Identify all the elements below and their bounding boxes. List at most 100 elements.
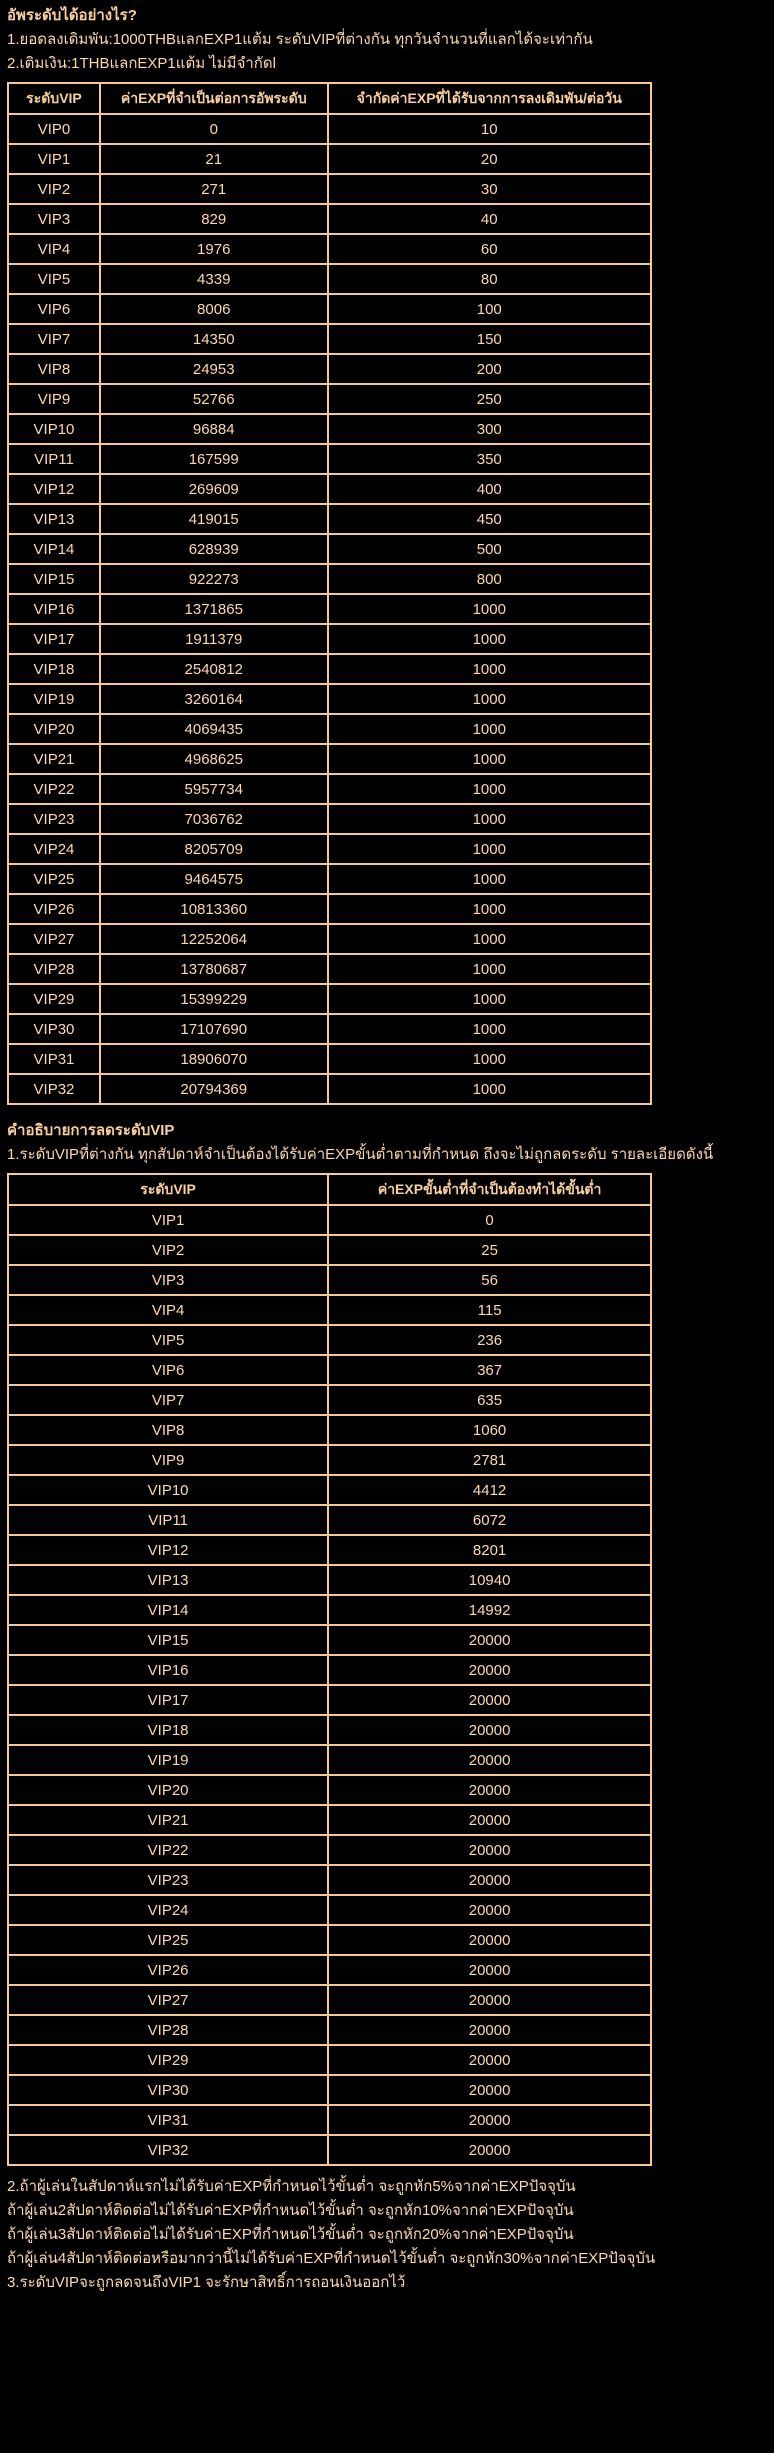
table-cell: 1000 (326, 893, 653, 925)
table-row: VIP12 269609 400 (7, 473, 653, 505)
table-row: VIP23 7036762 1000 (7, 803, 653, 835)
column-header: ระดับVIP (7, 82, 101, 115)
table-cell: 350 (326, 443, 653, 475)
table-row: VIP14 14992 (6, 1594, 652, 1626)
table-cell: 3260164 (98, 683, 329, 715)
table-cell: 20000 (327, 1774, 652, 1806)
table-cell: VIP12 (6, 1534, 330, 1566)
table-cell: 20000 (327, 1654, 652, 1686)
table-row: VIP27 12252064 1000 (7, 923, 653, 955)
table-row: VIP20 4069435 1000 (7, 713, 653, 745)
table-row: VIP31 20000 (6, 2104, 652, 2136)
table-row: VIP1 21 20 (7, 143, 653, 175)
table-cell: 20000 (327, 1954, 652, 1986)
table-cell: 25 (327, 1234, 652, 1266)
table-cell: VIP8 (6, 1414, 330, 1446)
table-cell: 1000 (326, 863, 653, 895)
table-row: VIP4 1976 60 (7, 233, 653, 265)
table-cell: 1060 (327, 1414, 652, 1446)
table-row: VIP22 20000 (6, 1834, 652, 1866)
table-cell: 1000 (326, 833, 653, 865)
table-row: VIP8 24953 200 (7, 353, 653, 385)
table-cell: VIP3 (7, 203, 101, 235)
table-cell: 1000 (326, 1013, 653, 1045)
table-row: VIP1 0 (6, 1204, 652, 1236)
table-cell: 20000 (327, 2104, 652, 2136)
table-cell: 20794369 (98, 1073, 329, 1105)
table-cell: VIP21 (7, 743, 101, 775)
table-cell: VIP9 (6, 1444, 330, 1476)
table-cell: 1000 (326, 593, 653, 625)
table-cell: VIP27 (7, 923, 101, 955)
table-cell: 1911379 (98, 623, 329, 655)
vip-rules-page: อัพระดับได้อย่างไร? 1.ยอดลงเดิมพัน:1000T… (6, 4, 774, 2295)
table-cell: 5957734 (98, 773, 329, 805)
table-cell: VIP13 (7, 503, 101, 535)
table-row: VIP11 6072 (6, 1504, 652, 1536)
column-header: จำกัดค่าEXPที่ได้รับจากการลงเดิมพัน/ต่อว… (326, 82, 653, 115)
table-cell: 20000 (327, 1744, 652, 1776)
vip-upgrade-table: ระดับVIP ค่าEXPที่จำเป็นต่อการอัพระดับ จำก… (7, 82, 653, 1105)
table-cell: 800 (326, 563, 653, 595)
table-row: VIP26 10813360 1000 (7, 893, 653, 925)
downgrade-rule-1: 1.ระดับVIPที่ต่างกัน ทุกสัปดาห์จำเป็นต้อ… (7, 1146, 714, 1163)
table-cell: 100 (326, 293, 653, 325)
table-cell: 15399229 (98, 983, 329, 1015)
column-header: ค่าEXPที่จำเป็นต่อการอัพระดับ (98, 82, 329, 115)
table-row: VIP28 20000 (6, 2014, 652, 2046)
table-cell: 1000 (326, 773, 653, 805)
table-cell: VIP21 (6, 1804, 330, 1836)
table-cell: VIP30 (7, 1013, 101, 1045)
table-cell: VIP32 (6, 2134, 330, 2166)
table-cell: 269609 (98, 473, 329, 505)
table-cell: VIP16 (7, 593, 101, 625)
table-row: VIP31 18906070 1000 (7, 1043, 653, 1075)
table-cell: VIP8 (7, 353, 101, 385)
table-cell: VIP23 (6, 1864, 330, 1896)
table-row: VIP7 14350 150 (7, 323, 653, 355)
table-cell: 17107690 (98, 1013, 329, 1045)
table-cell: 1000 (326, 713, 653, 745)
table-row: VIP7 635 (6, 1384, 652, 1416)
table-cell: VIP26 (6, 1954, 330, 1986)
table-row: VIP19 20000 (6, 1744, 652, 1776)
table-cell: VIP1 (6, 1204, 330, 1236)
table-cell: 8006 (98, 293, 329, 325)
table-row: VIP22 5957734 1000 (7, 773, 653, 805)
table-cell: 14992 (327, 1594, 652, 1626)
table-cell: VIP3 (6, 1264, 330, 1296)
table-cell: 1371865 (98, 593, 329, 625)
table-cell: 167599 (98, 443, 329, 475)
table-cell: 1000 (326, 953, 653, 985)
table-cell: 18906070 (98, 1043, 329, 1075)
table-cell: 0 (98, 113, 329, 145)
table-cell: VIP10 (7, 413, 101, 445)
table-cell: VIP32 (7, 1073, 101, 1105)
table-cell: VIP29 (6, 2044, 330, 2076)
table-row: VIP9 52766 250 (7, 383, 653, 415)
table-cell: 20000 (327, 1864, 652, 1896)
table-row: VIP30 17107690 1000 (7, 1013, 653, 1045)
table-cell: 52766 (98, 383, 329, 415)
table-cell: VIP4 (6, 1294, 330, 1326)
table-cell: 56 (327, 1264, 652, 1296)
table-cell: 400 (326, 473, 653, 505)
table-row: VIP26 20000 (6, 1954, 652, 1986)
table-cell: VIP9 (7, 383, 101, 415)
table-cell: VIP7 (7, 323, 101, 355)
table-cell: 635 (327, 1384, 652, 1416)
table-cell: 236 (327, 1324, 652, 1356)
table-cell: 1000 (326, 653, 653, 685)
table-cell: 1000 (326, 803, 653, 835)
table-cell: VIP5 (7, 263, 101, 295)
table-row: VIP29 15399229 1000 (7, 983, 653, 1015)
table-cell: VIP25 (6, 1924, 330, 1956)
table-row: VIP13 10940 (6, 1564, 652, 1596)
table-cell: VIP19 (7, 683, 101, 715)
table-row: VIP8 1060 (6, 1414, 652, 1446)
table-row: VIP17 20000 (6, 1684, 652, 1716)
table-cell: 20000 (327, 1684, 652, 1716)
table-cell: VIP10 (6, 1474, 330, 1506)
table-cell: 1000 (326, 683, 653, 715)
table-cell: VIP17 (7, 623, 101, 655)
